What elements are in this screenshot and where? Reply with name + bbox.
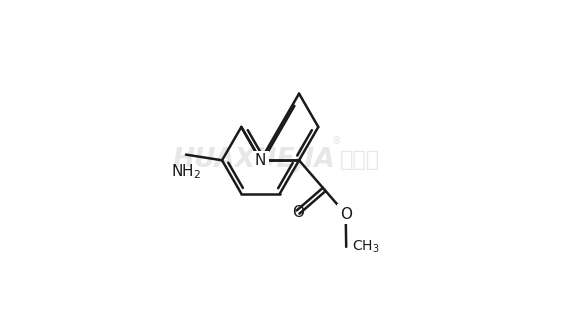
Text: HUAXUEJIA: HUAXUEJIA (172, 147, 334, 173)
Text: NH$_2$: NH$_2$ (171, 162, 201, 181)
Text: O: O (292, 204, 304, 220)
Text: O: O (340, 207, 352, 222)
Text: N: N (255, 153, 266, 168)
Text: CH$_3$: CH$_3$ (352, 239, 380, 255)
Text: ®: ® (331, 136, 341, 146)
Text: 化学加: 化学加 (340, 150, 380, 170)
